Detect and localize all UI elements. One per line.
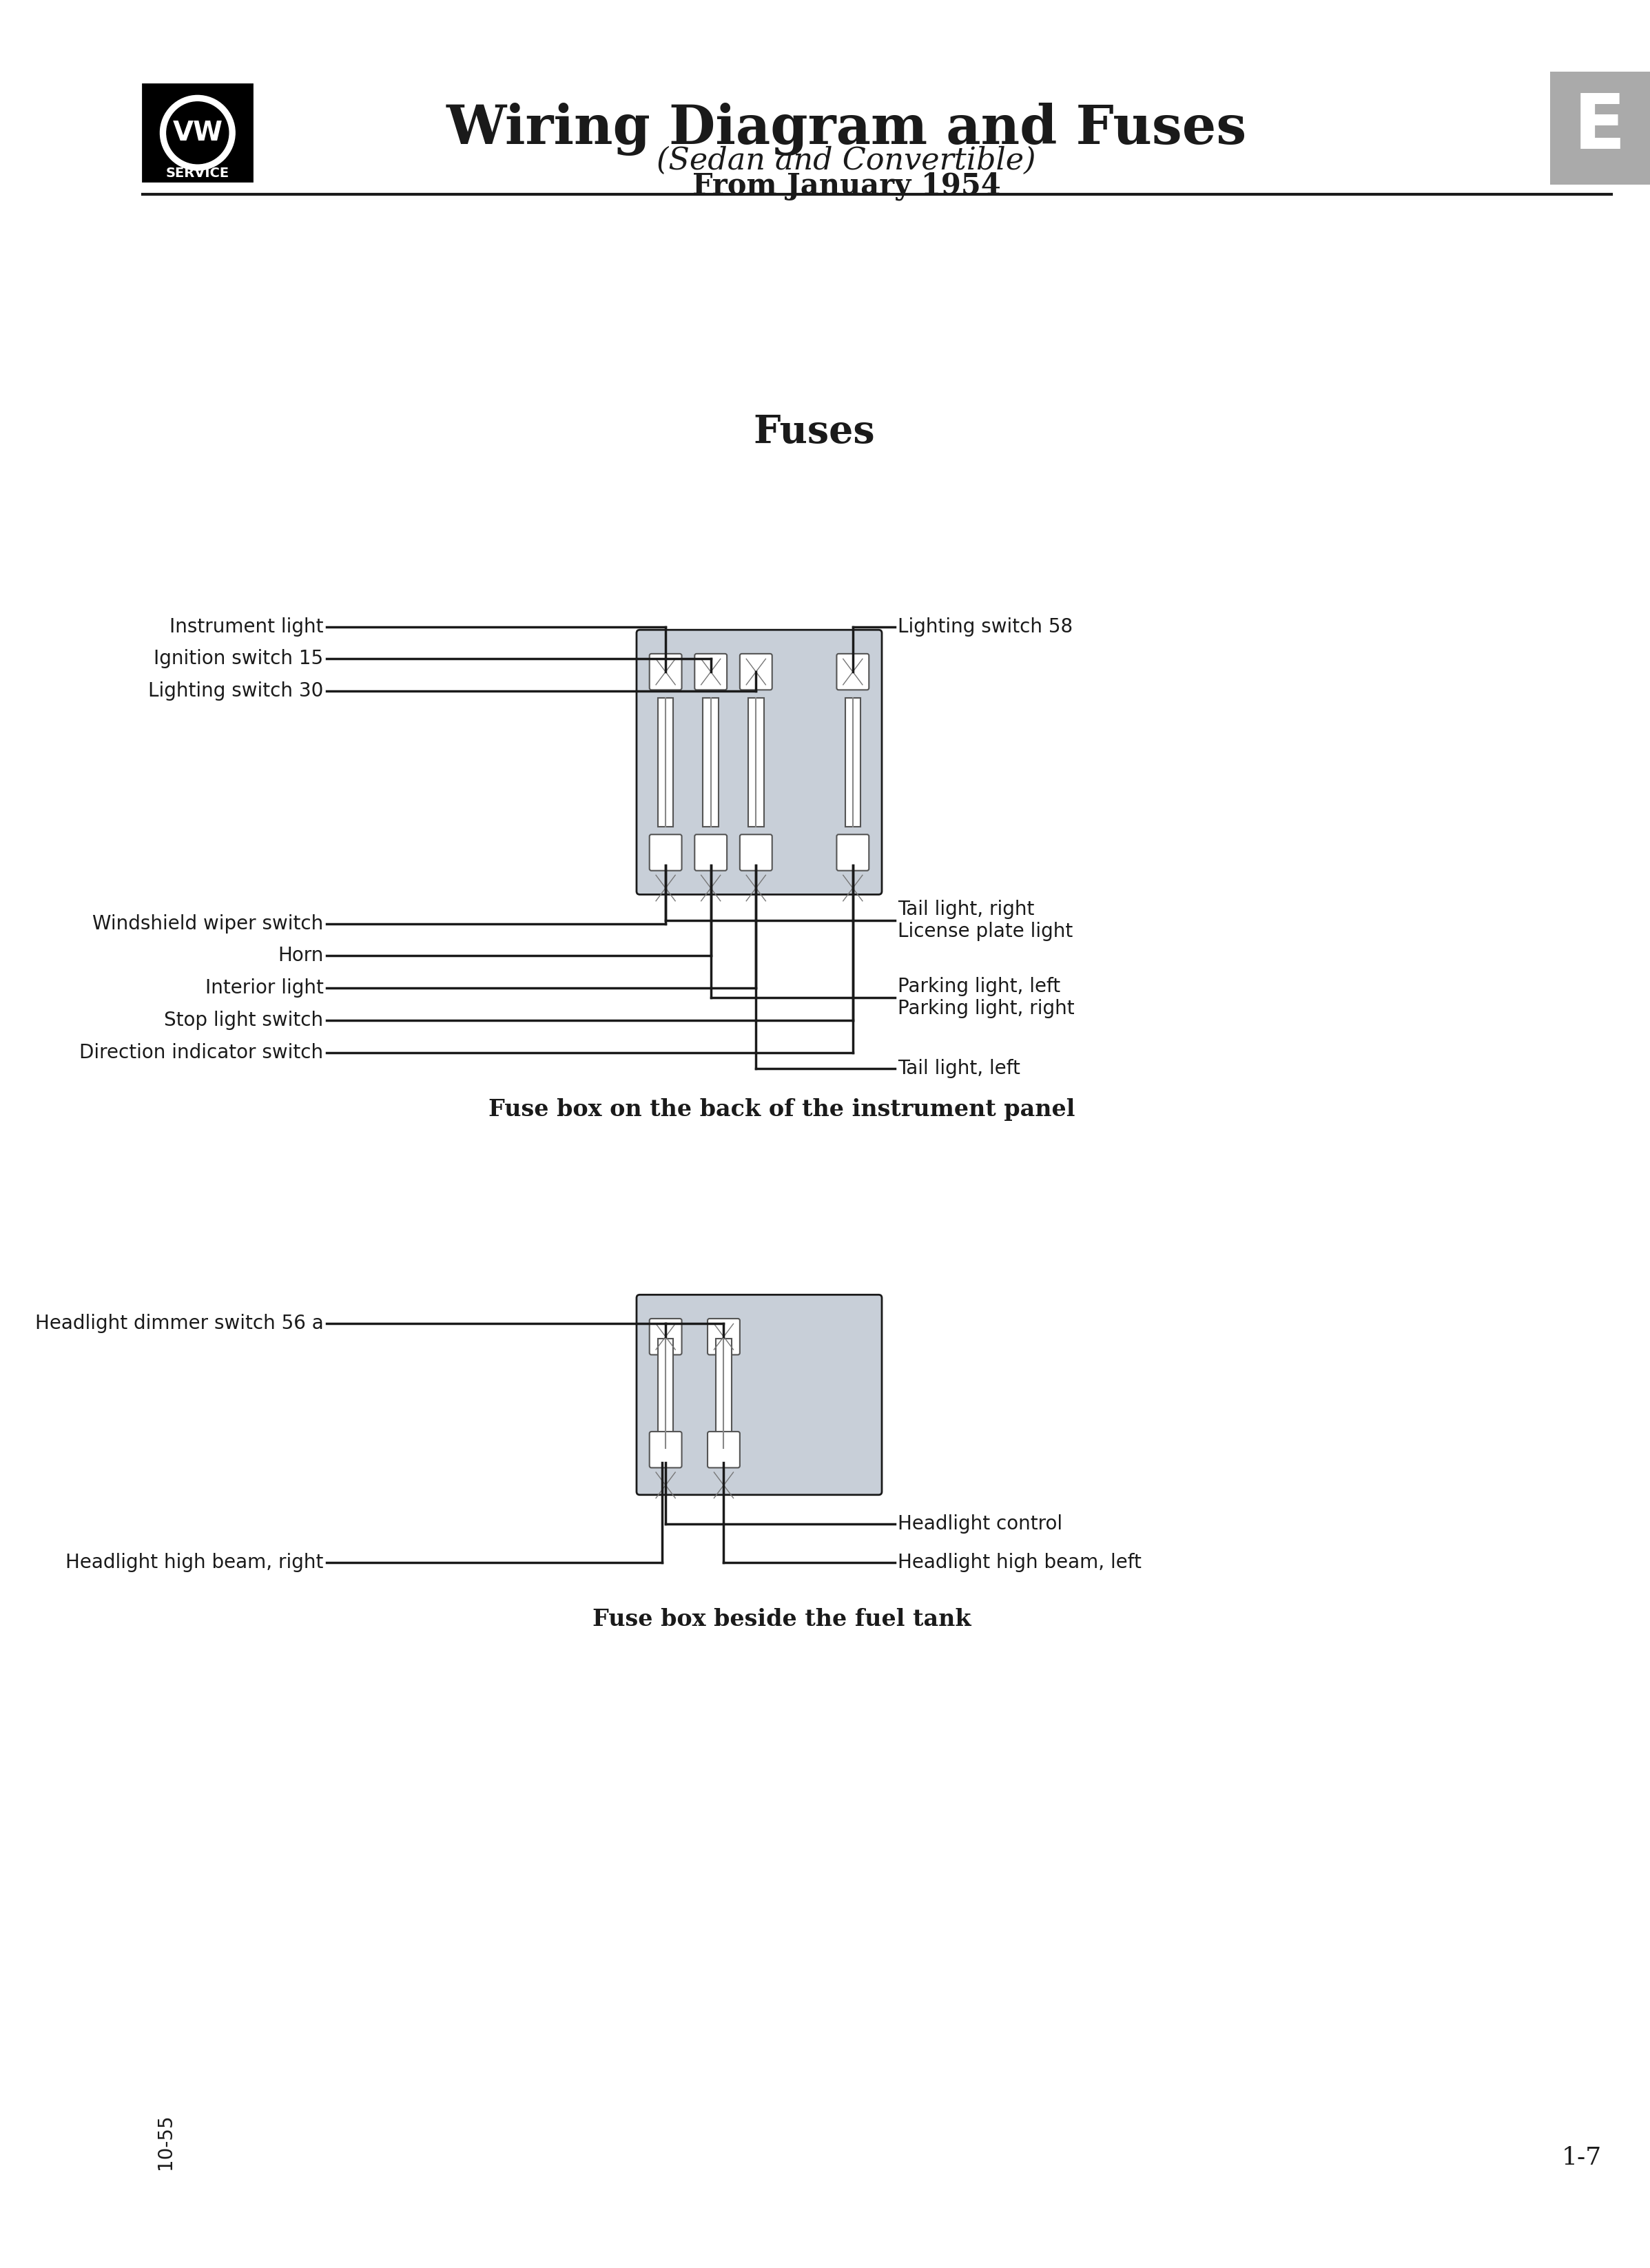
FancyBboxPatch shape [837,653,870,689]
Text: Interior light: Interior light [205,978,323,998]
FancyBboxPatch shape [650,653,681,689]
Text: Headlight high beam, right: Headlight high beam, right [66,1554,323,1572]
Text: Instrument light: Instrument light [170,617,323,637]
Bar [144,84,252,181]
FancyBboxPatch shape [708,1318,739,1354]
Text: VW: VW [173,120,223,145]
FancyBboxPatch shape [650,835,681,871]
Text: Horn: Horn [277,946,323,966]
Text: Stop light switch: Stop light switch [165,1012,323,1030]
Text: Lighting switch 30: Lighting switch 30 [148,680,323,701]
Text: E: E [1574,91,1625,166]
FancyBboxPatch shape [637,1295,881,1495]
Bar [845,699,861,828]
Text: (Sedan and Convertible): (Sedan and Convertible) [657,145,1036,175]
Text: 10-55: 10-55 [155,2114,175,2170]
Circle shape [167,102,229,163]
Text: Headlight high beam, left: Headlight high beam, left [898,1554,1142,1572]
Bar [703,699,718,828]
FancyBboxPatch shape [837,835,870,871]
Text: Fuses: Fuses [752,413,875,451]
Text: Windshield wiper switch: Windshield wiper switch [92,914,323,932]
Circle shape [155,91,239,175]
FancyBboxPatch shape [637,631,881,894]
Text: Direction indicator switch: Direction indicator switch [79,1043,323,1061]
Text: Lighting switch 58: Lighting switch 58 [898,617,1072,637]
Text: Tail light, left: Tail light, left [898,1059,1021,1080]
Bar [1549,73,1650,184]
Bar [658,699,673,828]
FancyBboxPatch shape [695,835,728,871]
FancyBboxPatch shape [650,1431,681,1467]
Text: Headlight dimmer switch 56 a: Headlight dimmer switch 56 a [35,1313,323,1334]
Text: Ignition switch 15: Ignition switch 15 [153,649,323,669]
Bar [716,1338,731,1447]
Circle shape [160,95,234,170]
Text: Fuse box on the back of the instrument panel: Fuse box on the back of the instrument p… [488,1098,1076,1120]
Text: 1-7: 1-7 [1561,2146,1602,2170]
Text: Parking light, left
Parking light, right: Parking light, left Parking light, right [898,978,1074,1018]
Text: Tail light, right
License plate light: Tail light, right License plate light [898,900,1072,941]
FancyBboxPatch shape [695,653,728,689]
Bar [747,699,764,828]
Text: From January 1954: From January 1954 [691,172,1000,200]
FancyBboxPatch shape [650,1318,681,1354]
FancyBboxPatch shape [708,1431,739,1467]
Bar [658,1338,673,1447]
Text: SERVICE: SERVICE [167,168,229,179]
Text: Fuse box beside the fuel tank: Fuse box beside the fuel tank [592,1608,972,1631]
FancyBboxPatch shape [739,653,772,689]
Text: Headlight control: Headlight control [898,1515,1063,1533]
Text: Wiring Diagram and Fuses: Wiring Diagram and Fuses [446,102,1247,156]
FancyBboxPatch shape [739,835,772,871]
